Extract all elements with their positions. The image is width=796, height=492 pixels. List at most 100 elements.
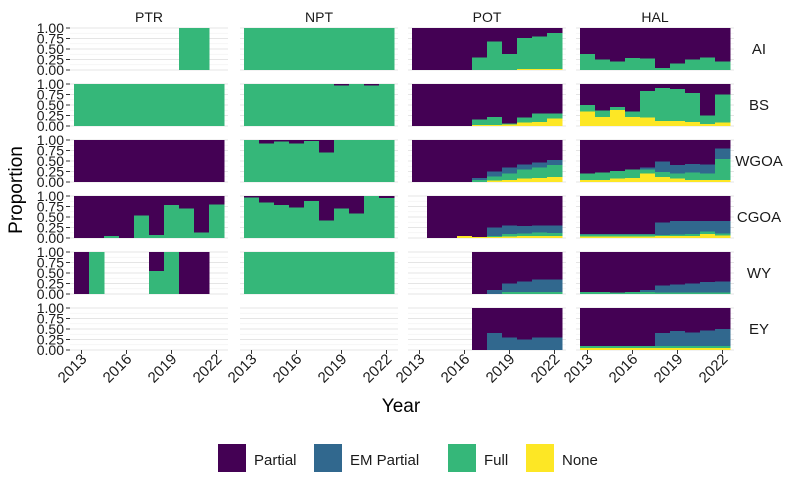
bar-segment-full-2013	[580, 345, 596, 348]
bar-segment-full-2015	[274, 252, 290, 294]
bar-segment-none-2020	[685, 121, 701, 126]
bar-segment-none-2018	[487, 125, 503, 126]
bar-segment-partial-2021	[532, 252, 548, 280]
bar-segment-em-partial-2017	[640, 233, 656, 235]
y-tick-label: 0.50	[37, 41, 64, 57]
bar-segment-full-2017	[472, 119, 488, 126]
bar-segment-em-partial-2020	[517, 281, 533, 292]
bar-segment-partial-2021	[700, 308, 716, 331]
bar-segment-full-2014	[595, 291, 611, 294]
bar-segment-em-partial-2019	[502, 337, 518, 350]
bar-segment-em-partial-2020	[685, 163, 701, 173]
row-label-bs: BS	[749, 97, 769, 114]
bar-segment-partial-2018	[319, 140, 335, 153]
bar-segment-em-partial-2021	[532, 162, 548, 168]
bar-segment-none-2014	[595, 236, 611, 238]
panel-wy-pot	[408, 251, 566, 295]
y-tick-label: 0.00	[37, 174, 64, 190]
legend-label-none: None	[562, 452, 598, 469]
y-tick-label: 0.25	[37, 52, 64, 68]
bar-segment-none-2022	[547, 69, 563, 70]
bar-segment-partial-2018	[487, 252, 503, 290]
x-tick-label: 2019	[651, 351, 687, 387]
bar-segment-full-2017	[304, 140, 320, 182]
bar-segment-partial-2017	[472, 140, 488, 178]
bar-segment-full-2022	[547, 165, 563, 177]
bar-segment-partial-2014	[595, 196, 611, 234]
bar-segment-full-2015	[274, 205, 290, 238]
bar-segment-full-2017	[134, 215, 150, 238]
panel-ey-ptr	[70, 307, 228, 351]
bar-segment-full-2019	[670, 89, 686, 121]
bar-segment-full-2021	[532, 113, 548, 122]
bar-segment-partial-2020	[517, 308, 533, 340]
bar-segment-partial-2017	[472, 28, 488, 58]
bar-segment-full-2020	[517, 233, 533, 236]
bar-segment-full-2022	[715, 292, 731, 294]
bar-segment-partial-2019	[164, 196, 180, 206]
bar-segment-full-2016	[289, 143, 305, 182]
legend-swatch-partial	[218, 444, 246, 472]
bar-segment-partial-2018	[655, 252, 671, 286]
bar-segment-full-2019	[670, 292, 686, 294]
bar-segment-full-2017	[472, 179, 488, 182]
y-tick-label: 0.00	[37, 118, 64, 134]
bar-segment-none-2021	[532, 177, 548, 182]
bar-segment-full-2020	[349, 140, 365, 182]
bar-segment-full-2015	[274, 141, 290, 182]
bar-segment-partial-2013	[580, 28, 596, 55]
bar-segment-partial-2022	[715, 196, 731, 221]
bar-segment-em-partial-2022	[715, 220, 731, 234]
bar-segment-partial-2015	[442, 84, 458, 126]
bar-segment-partial-2014	[259, 140, 275, 144]
bar-segment-full-2014	[259, 252, 275, 294]
bar-segment-none-2021	[700, 233, 716, 238]
y-tick-label: 1.00	[37, 132, 64, 148]
bar-segment-none-2016	[625, 116, 641, 126]
bar-segment-full-2021	[532, 291, 548, 294]
row-label-wgoa: WGOA	[735, 153, 783, 170]
bar-segment-full-2021	[194, 232, 210, 238]
bar-segment-partial-2016	[457, 28, 473, 70]
bar-segment-partial-2017	[640, 28, 656, 59]
bar-segment-full-2022	[209, 84, 225, 126]
bar-segment-partial-2013	[580, 140, 596, 174]
bar-segment-partial-2016	[457, 140, 473, 182]
bar-segment-full-2016	[625, 169, 641, 178]
bar-segment-partial-2014	[89, 196, 105, 238]
bar-segment-full-2018	[319, 220, 335, 238]
x-tick-label: 2019	[483, 351, 519, 387]
bar-segment-partial-2019	[670, 308, 686, 332]
bar-segment-none-2016	[625, 177, 641, 182]
bar-segment-full-2015	[610, 292, 626, 294]
bar-segment-partial-2017	[304, 140, 320, 141]
bar-segment-partial-2017	[640, 140, 656, 168]
bar-segment-partial-2020	[517, 252, 533, 282]
bar-segment-none-2020	[685, 179, 701, 182]
bar-segment-full-2022	[715, 94, 731, 123]
bar-segment-none-2019	[670, 347, 686, 350]
bar-segment-full-2020	[685, 292, 701, 294]
bar-segment-partial-2015	[610, 308, 626, 346]
bar-segment-em-partial-2017	[472, 177, 488, 180]
bar-segment-em-partial-2022	[547, 225, 563, 233]
panel-cgoa-hal	[576, 195, 734, 239]
bar-segment-none-2020	[517, 178, 533, 182]
bar-segment-partial-2014	[595, 84, 611, 111]
strip-label-pot: POT	[473, 9, 502, 25]
panel-wgoa-npt	[240, 139, 398, 183]
bar-segment-full-2019	[334, 85, 350, 126]
panel-bs-ptr	[70, 83, 228, 127]
bar-segment-partial-2018	[655, 28, 671, 68]
bar-segment-full-2021	[700, 115, 716, 124]
bar-segment-none-2022	[547, 118, 563, 126]
bar-segment-partial-2016	[119, 196, 135, 238]
bar-segment-em-partial-2022	[715, 148, 731, 159]
bar-segment-partial-2016	[289, 140, 305, 144]
bar-segment-partial-2019	[502, 252, 518, 284]
bar-segment-partial-2018	[655, 140, 671, 162]
bar-segment-em-partial-2019	[502, 283, 518, 292]
bar-segment-partial-2019	[670, 84, 686, 90]
row-label-wy: WY	[747, 265, 771, 282]
bar-segment-partial-2015	[442, 196, 458, 238]
